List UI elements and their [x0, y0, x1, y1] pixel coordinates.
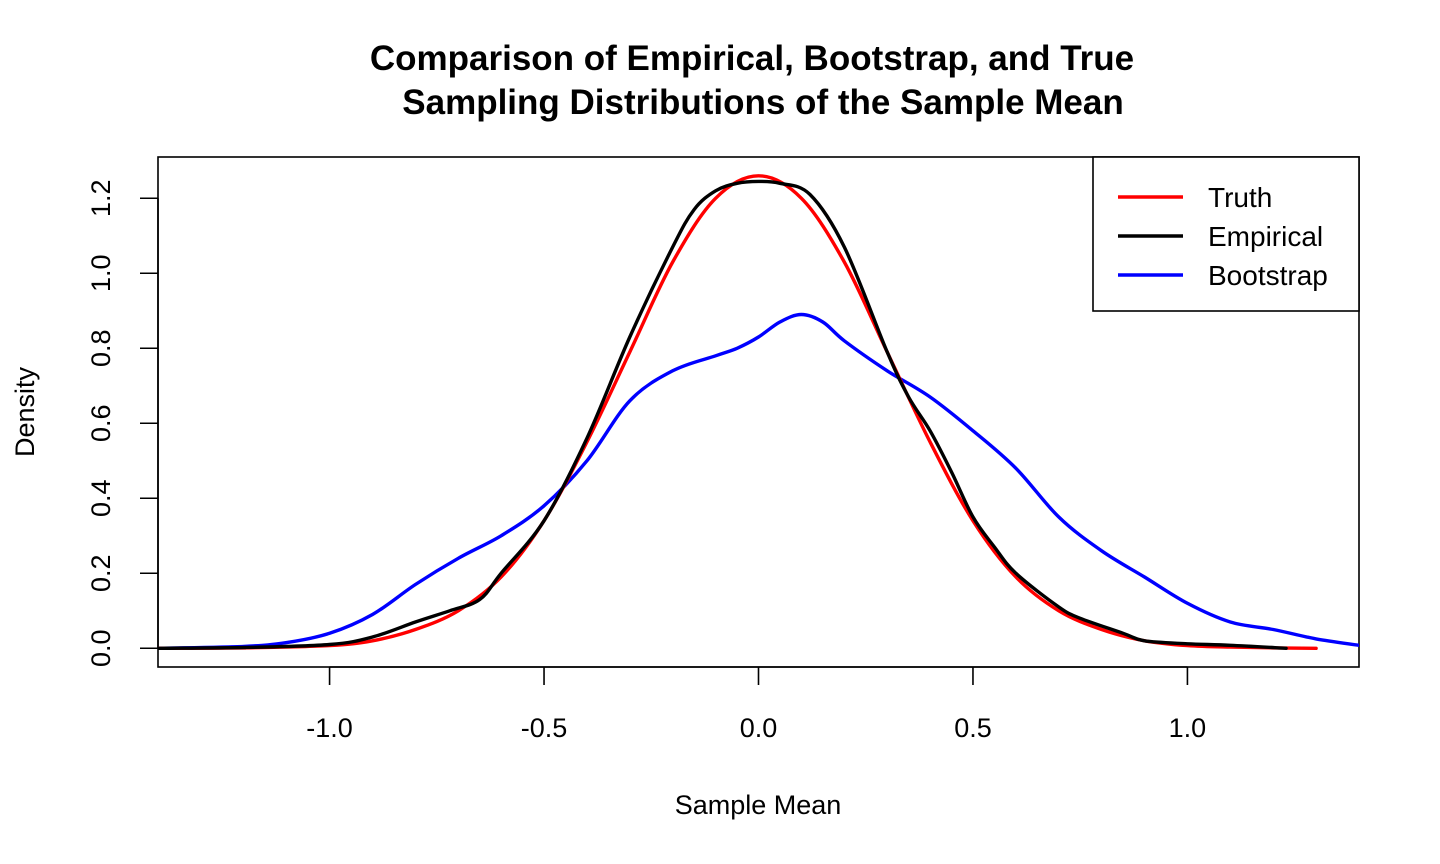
y-tick-label: 0.8: [86, 329, 116, 367]
x-axis: -1.0 -0.5 0.0 0.5 1.0: [306, 666, 1207, 743]
x-tick-label: 0.5: [954, 713, 992, 743]
series-layer: [158, 174, 1359, 650]
y-tick-label: 1.0: [86, 254, 116, 292]
y-tick-label: 0.2: [86, 554, 116, 592]
x-tick-label: -0.5: [521, 713, 568, 743]
legend: Truth Empirical Bootstrap: [1092, 156, 1360, 312]
y-axis: 0.0 0.2 0.4 0.6 0.8 1.0 1.2: [86, 179, 159, 667]
x-tick-label: -1.0: [306, 713, 353, 743]
chart-title-line2: Sampling Distributions of the Sample Mea…: [402, 83, 1123, 122]
y-tick-label: 0.0: [86, 629, 116, 667]
legend-label-empirical: Empirical: [1208, 221, 1323, 252]
y-tick-label: 1.2: [86, 179, 116, 217]
x-tick-label: 1.0: [1169, 713, 1207, 743]
y-tick-label: 0.6: [86, 404, 116, 442]
y-tick-label: 0.4: [86, 479, 116, 517]
legend-label-bootstrap: Bootstrap: [1208, 260, 1328, 291]
y-axis-label: Density: [10, 366, 40, 457]
x-axis-label: Sample Mean: [675, 790, 842, 820]
x-tick-label: 0.0: [740, 713, 778, 743]
series-line-empirical: [158, 179, 1288, 650]
chart-title-line1: Comparison of Empirical, Bootstrap, and …: [370, 39, 1134, 78]
legend-label-truth: Truth: [1208, 182, 1272, 213]
series-line-truth: [158, 174, 1318, 650]
legend-box: [1092, 156, 1360, 312]
series-line-bootstrap: [158, 312, 1359, 650]
